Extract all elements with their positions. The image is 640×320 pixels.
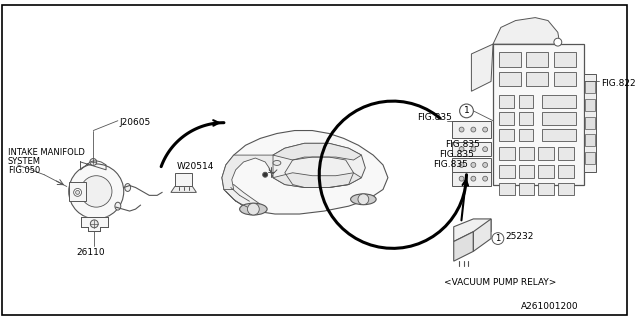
- Ellipse shape: [273, 161, 281, 165]
- Circle shape: [459, 127, 464, 132]
- Text: J20605: J20605: [120, 118, 151, 127]
- Bar: [584, 74, 596, 172]
- Bar: [518, 165, 534, 178]
- Text: 1: 1: [463, 106, 469, 116]
- Text: FIG.835: FIG.835: [433, 160, 468, 169]
- Bar: [518, 147, 534, 160]
- Bar: [499, 165, 515, 178]
- Circle shape: [459, 176, 464, 181]
- Polygon shape: [222, 155, 273, 189]
- Bar: [558, 183, 573, 195]
- Text: FIG.822: FIG.822: [601, 79, 636, 88]
- Text: FIG.835: FIG.835: [417, 113, 452, 122]
- Circle shape: [471, 163, 476, 167]
- Circle shape: [554, 38, 562, 46]
- Bar: [538, 165, 554, 178]
- Circle shape: [81, 176, 112, 207]
- Circle shape: [90, 158, 97, 165]
- Circle shape: [76, 190, 79, 194]
- Bar: [542, 112, 575, 125]
- Bar: [499, 129, 514, 141]
- Text: SYSTEM: SYSTEM: [8, 157, 41, 166]
- Bar: [499, 72, 520, 86]
- Circle shape: [471, 147, 476, 152]
- Bar: [499, 147, 515, 160]
- Bar: [518, 95, 533, 108]
- Text: FIG.050: FIG.050: [8, 166, 40, 175]
- Bar: [526, 52, 548, 67]
- Bar: [586, 117, 595, 129]
- Bar: [175, 173, 193, 187]
- Polygon shape: [472, 44, 493, 91]
- Text: W20514: W20514: [177, 162, 214, 171]
- Circle shape: [68, 164, 124, 219]
- Polygon shape: [273, 143, 362, 160]
- Bar: [542, 95, 575, 108]
- Bar: [538, 147, 554, 160]
- Bar: [586, 152, 595, 164]
- Bar: [499, 52, 520, 67]
- Ellipse shape: [239, 203, 267, 215]
- Circle shape: [459, 163, 464, 167]
- Bar: [493, 44, 584, 185]
- Bar: [499, 95, 514, 108]
- Bar: [68, 182, 86, 201]
- Circle shape: [74, 188, 81, 196]
- Circle shape: [90, 220, 98, 228]
- Bar: [499, 183, 515, 195]
- Circle shape: [459, 147, 464, 152]
- Bar: [518, 183, 534, 195]
- Ellipse shape: [115, 202, 121, 210]
- Bar: [586, 99, 595, 111]
- Circle shape: [483, 147, 488, 152]
- Polygon shape: [273, 173, 362, 188]
- Ellipse shape: [125, 184, 131, 191]
- Text: A261001200: A261001200: [520, 302, 578, 311]
- Circle shape: [483, 163, 488, 167]
- Circle shape: [358, 194, 369, 205]
- Text: FIG.835: FIG.835: [445, 140, 480, 149]
- Bar: [518, 112, 533, 125]
- Bar: [452, 142, 491, 156]
- Bar: [452, 121, 491, 138]
- Bar: [558, 165, 573, 178]
- Text: 25232: 25232: [506, 232, 534, 241]
- Polygon shape: [81, 217, 108, 231]
- Polygon shape: [454, 232, 474, 261]
- Text: 26110: 26110: [77, 248, 105, 257]
- Bar: [554, 72, 575, 86]
- Circle shape: [483, 127, 488, 132]
- Polygon shape: [224, 185, 260, 211]
- Polygon shape: [171, 187, 196, 192]
- Polygon shape: [269, 143, 365, 188]
- Circle shape: [471, 127, 476, 132]
- Ellipse shape: [351, 194, 376, 205]
- Bar: [518, 129, 533, 141]
- Polygon shape: [474, 219, 491, 251]
- Circle shape: [262, 172, 268, 177]
- Bar: [586, 81, 595, 93]
- Circle shape: [460, 104, 474, 118]
- Bar: [586, 134, 595, 146]
- Bar: [452, 158, 491, 172]
- Text: <VACUUM PUMP RELAY>: <VACUUM PUMP RELAY>: [444, 278, 556, 287]
- Bar: [526, 72, 548, 86]
- Text: FIG.835: FIG.835: [439, 150, 474, 159]
- Text: 1: 1: [495, 234, 500, 243]
- Bar: [554, 52, 575, 67]
- Polygon shape: [493, 18, 560, 44]
- Circle shape: [471, 176, 476, 181]
- Circle shape: [483, 176, 488, 181]
- Circle shape: [492, 233, 504, 244]
- Bar: [538, 183, 554, 195]
- Bar: [499, 112, 514, 125]
- Bar: [452, 172, 491, 186]
- Bar: [542, 129, 575, 141]
- Bar: [558, 147, 573, 160]
- Polygon shape: [454, 219, 491, 242]
- Circle shape: [248, 203, 259, 215]
- Polygon shape: [222, 131, 388, 214]
- Text: INTAKE MANIFOLD: INTAKE MANIFOLD: [8, 148, 84, 157]
